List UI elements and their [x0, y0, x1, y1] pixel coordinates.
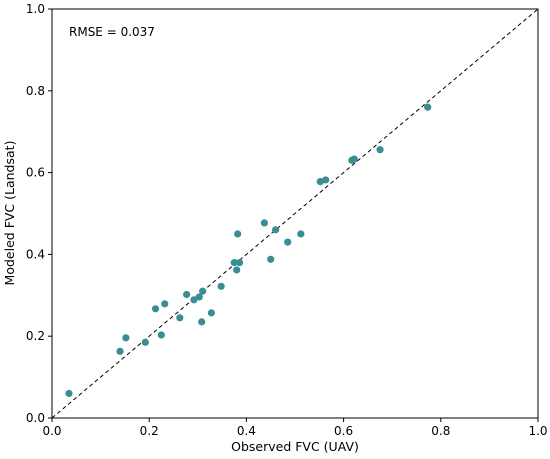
- identity-reference-line: [51, 8, 539, 419]
- y-axis-ticks: 0.0 0.2 0.4 0.6 0.8 1.0: [26, 2, 52, 425]
- data-point-30: [424, 103, 432, 111]
- data-point-9: [183, 290, 191, 299]
- data-point-24: [297, 230, 305, 238]
- x-axis-ticks: 0.0 0.2 0.4 0.6 0.8 1.0: [42, 418, 548, 438]
- x-tick-label: 0.6: [334, 424, 353, 438]
- data-point-7: [161, 300, 169, 308]
- data-point-22: [271, 226, 280, 234]
- data-point-3: [122, 334, 130, 342]
- data-point-28: [350, 155, 358, 163]
- data-point-16: [230, 258, 238, 267]
- data-point-4: [141, 338, 149, 346]
- x-tick-label: 0.2: [140, 424, 159, 438]
- data-point-13: [199, 287, 207, 295]
- y-tick-label: 0.2: [26, 329, 45, 343]
- data-point-8: [176, 314, 184, 322]
- plot-frame: [51, 8, 539, 419]
- data-point-26: [322, 176, 330, 184]
- x-tick-label: 0.8: [431, 424, 450, 438]
- data-point-15: [217, 282, 225, 290]
- y-tick-label: 0.0: [26, 411, 45, 425]
- data-point-12: [198, 318, 206, 326]
- y-tick-label: 1.0: [26, 2, 45, 16]
- data-point-11: [195, 293, 203, 301]
- data-points: [65, 103, 432, 398]
- data-point-21: [267, 255, 275, 263]
- y-tick-label: 0.8: [26, 84, 45, 98]
- x-tick-label: 0.0: [42, 424, 61, 438]
- data-point-19: [235, 258, 244, 267]
- x-tick-label: 0.4: [237, 424, 256, 438]
- data-point-5: [151, 305, 160, 313]
- data-point-14: [207, 309, 216, 317]
- data-point-6: [157, 331, 165, 339]
- data-point-17: [233, 266, 241, 274]
- data-point-18: [234, 230, 242, 238]
- data-point-2: [116, 347, 124, 355]
- data-point-1: [65, 389, 73, 398]
- data-point-29: [376, 146, 384, 154]
- y-axis-label: Modeled FVC (Landsat): [2, 141, 17, 286]
- y-tick-label: 0.6: [26, 166, 45, 180]
- rmse-annotation: RMSE = 0.037: [69, 25, 155, 39]
- x-tick-label: 1.0: [528, 424, 547, 438]
- data-point-23: [284, 238, 292, 246]
- y-tick-label: 0.4: [26, 247, 45, 261]
- data-point-20: [260, 219, 268, 227]
- data-point-10: [190, 296, 198, 304]
- x-axis-label: Observed FVC (UAV): [231, 439, 359, 454]
